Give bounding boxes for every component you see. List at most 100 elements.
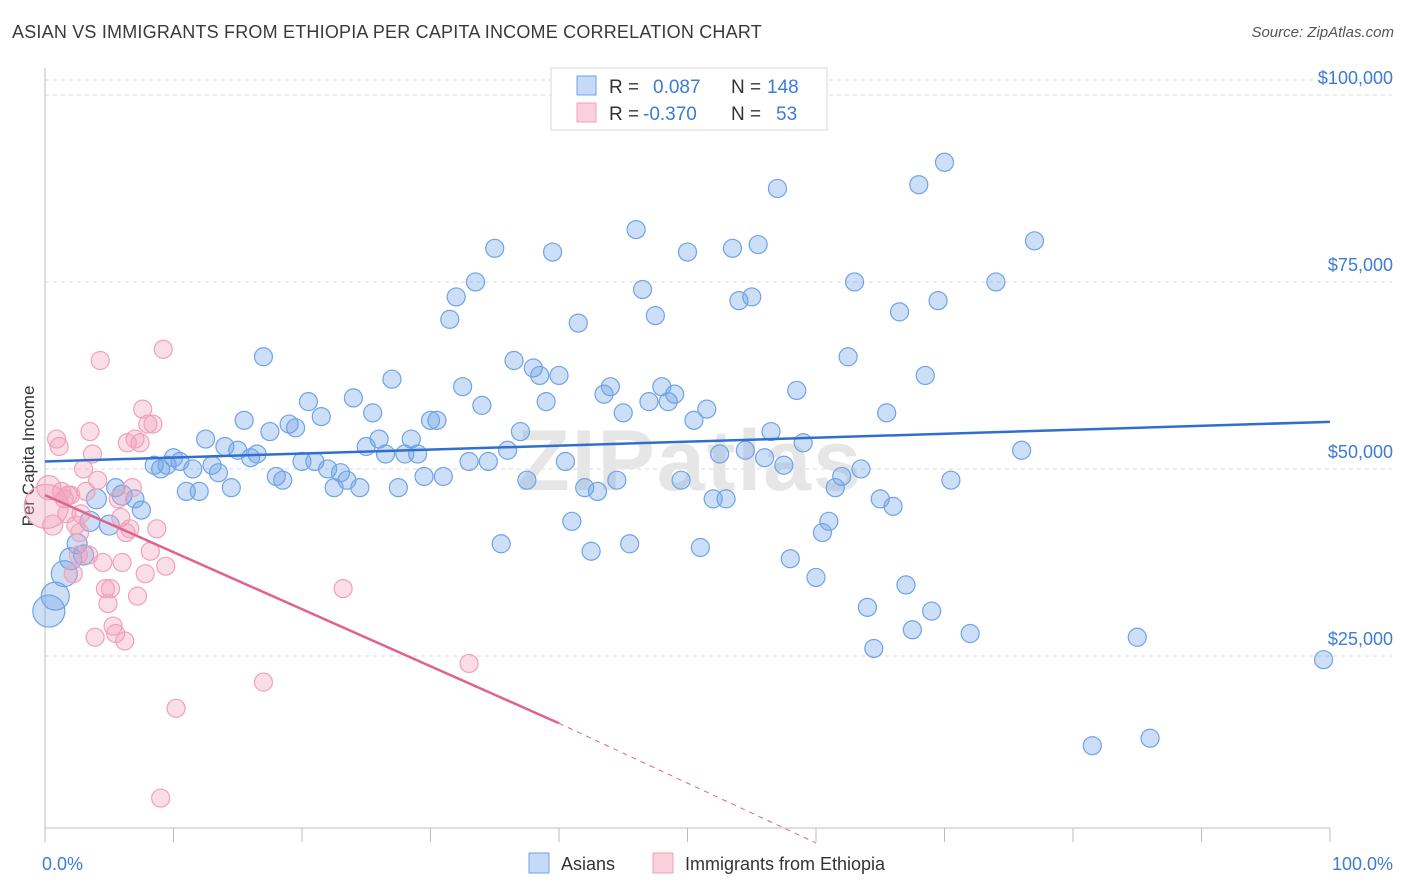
data-point-ethiopia — [147, 519, 167, 539]
legend-n-label: N = — [731, 77, 761, 98]
data-point-asians — [677, 242, 698, 262]
data-point-ethiopia — [93, 552, 113, 573]
data-point-ethiopia — [100, 579, 121, 599]
data-point-ethiopia — [133, 399, 153, 419]
data-point-ethiopia — [333, 579, 353, 599]
data-point-asians — [607, 470, 627, 490]
legend-n-value: 148 — [767, 77, 799, 98]
data-point-ethiopia — [156, 556, 176, 576]
data-point-asians — [620, 534, 640, 554]
data-point-ethiopia — [63, 564, 83, 584]
data-point-asians — [363, 403, 383, 423]
data-point-asians — [761, 421, 781, 442]
data-point-asians — [658, 392, 678, 412]
data-point-asians — [414, 466, 434, 487]
data-point-asians — [523, 358, 543, 378]
data-point-asians — [896, 575, 916, 595]
data-point-asians — [613, 403, 633, 423]
legend-n-value: 53 — [776, 104, 797, 125]
data-point-ethiopia — [135, 564, 155, 584]
data-point-asians — [350, 478, 370, 498]
data-point-ethiopia — [138, 414, 158, 434]
data-point-ethiopia — [76, 481, 96, 501]
data-point-asians — [530, 365, 550, 386]
trend-line-asians — [44, 420, 1331, 463]
data-point-ethiopia — [115, 631, 135, 651]
data-point-asians — [260, 421, 280, 442]
data-point-asians — [273, 470, 293, 490]
data-point-asians — [440, 309, 460, 329]
data-point-asians — [343, 388, 363, 408]
data-point-asians — [446, 287, 466, 307]
data-point-asians — [562, 511, 582, 531]
data-point-ethiopia — [49, 436, 69, 457]
data-point-asians — [536, 392, 556, 412]
data-point-asians — [465, 272, 486, 292]
source-label: Source: ZipAtlas.com — [1251, 24, 1394, 41]
data-point-asians — [729, 291, 749, 311]
data-point-ethiopia — [85, 627, 105, 647]
data-point-asians — [941, 470, 961, 490]
legend-r-value: -0.370 — [643, 104, 697, 125]
data-point-asians — [922, 601, 942, 621]
data-point-asians — [581, 541, 601, 561]
data-point-asians — [1082, 736, 1102, 756]
data-point-asians — [498, 440, 518, 460]
data-point-asians — [722, 238, 743, 258]
data-point-asians — [690, 537, 710, 558]
data-point-ethiopia — [42, 514, 64, 536]
data-point-asians — [420, 410, 441, 430]
data-point-asians — [183, 459, 203, 479]
data-point-ethiopia — [253, 672, 274, 692]
data-point-asians — [767, 178, 788, 199]
legend-r-label: R = — [609, 104, 639, 125]
data-point-asians — [632, 279, 653, 300]
legend-box — [550, 67, 828, 131]
y-tick-label: $75,000 — [1328, 255, 1393, 275]
y-tick-label: $25,000 — [1328, 629, 1393, 649]
data-point-asians — [793, 433, 813, 453]
data-point-asians — [472, 395, 492, 415]
bottom-legend-swatch-ethiopia — [652, 852, 674, 874]
y-tick-labels: $25,000 $50,000 $75,000 $100,000 — [1318, 68, 1393, 649]
data-point-asians — [208, 463, 229, 483]
data-point-asians — [459, 451, 479, 472]
bottom-legend-asians: Asians — [561, 854, 615, 874]
data-point-asians — [131, 500, 151, 520]
data-point-asians — [98, 514, 120, 536]
data-point-ethiopia — [98, 593, 118, 614]
data-point-asians — [491, 534, 511, 554]
data-point-asians — [485, 238, 505, 258]
data-point-ethiopia — [459, 653, 479, 674]
data-point-asians — [754, 448, 775, 468]
x-tick-label: 0.0% — [42, 854, 83, 874]
data-point-asians — [221, 478, 241, 498]
data-point-ethiopia — [166, 698, 186, 718]
data-point-asians — [453, 377, 473, 397]
data-point-asians — [427, 410, 447, 430]
data-point-asians — [549, 365, 569, 386]
data-point-asians — [1313, 650, 1334, 670]
data-point-ethiopia — [125, 429, 145, 449]
data-point-asians — [298, 392, 319, 412]
legend-n-label: N = — [731, 104, 761, 125]
data-point-asians — [742, 287, 762, 307]
data-point-asians — [587, 481, 608, 501]
data-point-asians — [915, 365, 935, 386]
data-point-asians — [478, 451, 498, 472]
data-point-asians — [330, 463, 351, 483]
data-point-asians — [1140, 728, 1160, 748]
data-point-ethiopia — [112, 552, 132, 573]
data-point-asians — [665, 384, 685, 404]
data-point-ethiopia — [143, 414, 163, 434]
data-point-asians — [671, 470, 691, 490]
data-point-asians — [575, 478, 595, 498]
data-point-asians — [318, 459, 338, 479]
data-point-ethiopia — [95, 579, 115, 599]
legend-r-value: 0.087 — [653, 77, 701, 98]
data-point-asians — [838, 347, 858, 367]
data-point-ethiopia — [70, 522, 90, 543]
axes — [44, 68, 1331, 842]
trend-lines — [44, 420, 1331, 844]
data-point-ethiopia — [88, 470, 108, 490]
